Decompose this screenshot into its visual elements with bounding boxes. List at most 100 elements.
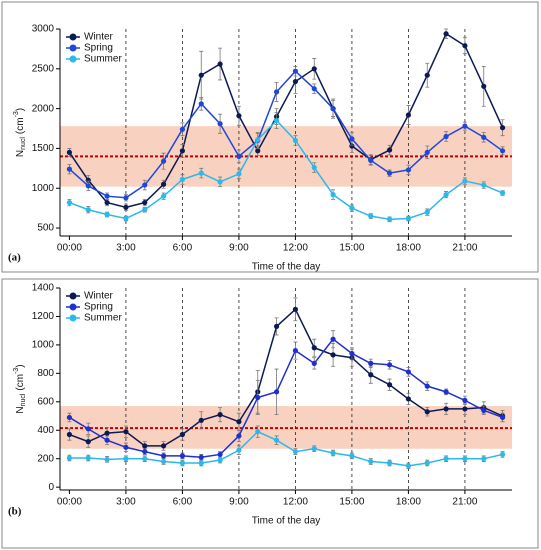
data-point: [292, 68, 299, 74]
series-line: [69, 338, 503, 459]
legend-label: Summer: [84, 313, 122, 324]
data-point: [66, 149, 73, 156]
data-point: [104, 430, 110, 436]
data-point: [349, 350, 355, 357]
series-line: [69, 430, 503, 467]
data-point: [405, 463, 412, 469]
data-point: [424, 149, 430, 156]
legend-marker: [69, 292, 77, 300]
data-point: [142, 443, 148, 449]
data-point: [499, 125, 506, 131]
y-axis-label-part: nucl: [20, 137, 27, 150]
data-point: [104, 456, 110, 463]
y-axis-label-part: (cm: [15, 117, 26, 134]
data-point: [368, 157, 374, 163]
series-line: [69, 308, 503, 447]
data-point: [66, 199, 73, 206]
data-point: [311, 164, 317, 171]
legend-marker: [69, 314, 77, 322]
data-point: [217, 61, 223, 67]
data-point: [236, 433, 242, 439]
x-tick-label: 12:00: [283, 243, 308, 254]
data-point: [179, 176, 186, 183]
y-axis-label-part: ): [15, 108, 26, 111]
y-axis-label-part: ): [15, 364, 26, 367]
data-point: [273, 389, 280, 395]
data-point: [66, 431, 73, 438]
data-point: [311, 86, 317, 92]
x-tick-label: 9:00: [229, 243, 249, 254]
data-point: [499, 451, 506, 458]
x-tick-label: 00:00: [57, 243, 82, 254]
data-point: [443, 192, 449, 198]
data-point: [236, 419, 242, 425]
data-point: [217, 121, 223, 127]
data-point: [462, 406, 468, 412]
data-point: [462, 43, 468, 49]
series-line: [69, 119, 503, 221]
data-point: [405, 167, 412, 173]
data-point: [236, 113, 242, 119]
y-axis-label-part: (cm: [15, 374, 26, 391]
y-axis-label-part: nucl: [20, 393, 27, 406]
y-tick-label: 400: [37, 425, 54, 436]
y-tick-label: 2000: [32, 103, 55, 114]
data-point: [236, 171, 242, 177]
data-point: [255, 137, 261, 143]
data-point: [104, 193, 110, 199]
data-point: [217, 179, 223, 185]
data-point: [292, 137, 299, 144]
legend-label: Spring: [84, 302, 113, 313]
panel-frame: [1, 278, 539, 549]
data-point: [330, 192, 336, 198]
data-point: [292, 306, 299, 312]
data-point: [255, 148, 261, 154]
data-point: [198, 170, 204, 176]
x-axis-label: Time of the day: [252, 516, 321, 527]
data-point: [311, 360, 317, 366]
data-point: [66, 455, 73, 461]
data-point: [236, 153, 242, 159]
y-axis-label: Nnucl (cm-3): [13, 108, 27, 157]
data-point: [462, 456, 468, 462]
data-point: [104, 211, 110, 218]
x-tick-label: 6:00: [173, 497, 193, 508]
data-point: [160, 158, 167, 164]
data-point: [311, 66, 317, 72]
data-point: [123, 215, 129, 222]
x-tick-label: 15:00: [339, 497, 364, 508]
data-point: [217, 412, 223, 418]
data-point: [123, 444, 129, 450]
data-point: [142, 199, 148, 206]
data-point: [443, 389, 449, 395]
data-point: [217, 457, 223, 463]
y-tick-label: 3000: [32, 24, 55, 35]
data-point: [198, 101, 204, 107]
data-point: [386, 362, 393, 368]
data-point: [142, 207, 148, 213]
data-point: [123, 195, 129, 201]
data-point: [349, 205, 355, 211]
data-point: [142, 182, 148, 188]
data-point: [85, 439, 91, 445]
data-point: [104, 199, 110, 206]
data-point: [424, 72, 430, 78]
data-point: [292, 347, 299, 354]
data-point: [330, 352, 336, 358]
y-tick-label: 1400: [32, 283, 55, 294]
data-point: [311, 446, 317, 452]
data-point: [481, 182, 487, 188]
data-point: [424, 460, 430, 466]
data-point: [405, 396, 412, 402]
data-point: [85, 177, 91, 183]
y-axis-label-part: N: [15, 406, 26, 413]
x-tick-label: 21:00: [452, 497, 477, 508]
data-point: [198, 454, 204, 460]
y-tick-label: 1200: [32, 311, 55, 322]
y-axis-label-part: N: [15, 150, 26, 157]
data-point: [462, 397, 468, 403]
data-point: [273, 437, 280, 443]
data-point: [292, 448, 299, 455]
data-point: [273, 117, 280, 124]
